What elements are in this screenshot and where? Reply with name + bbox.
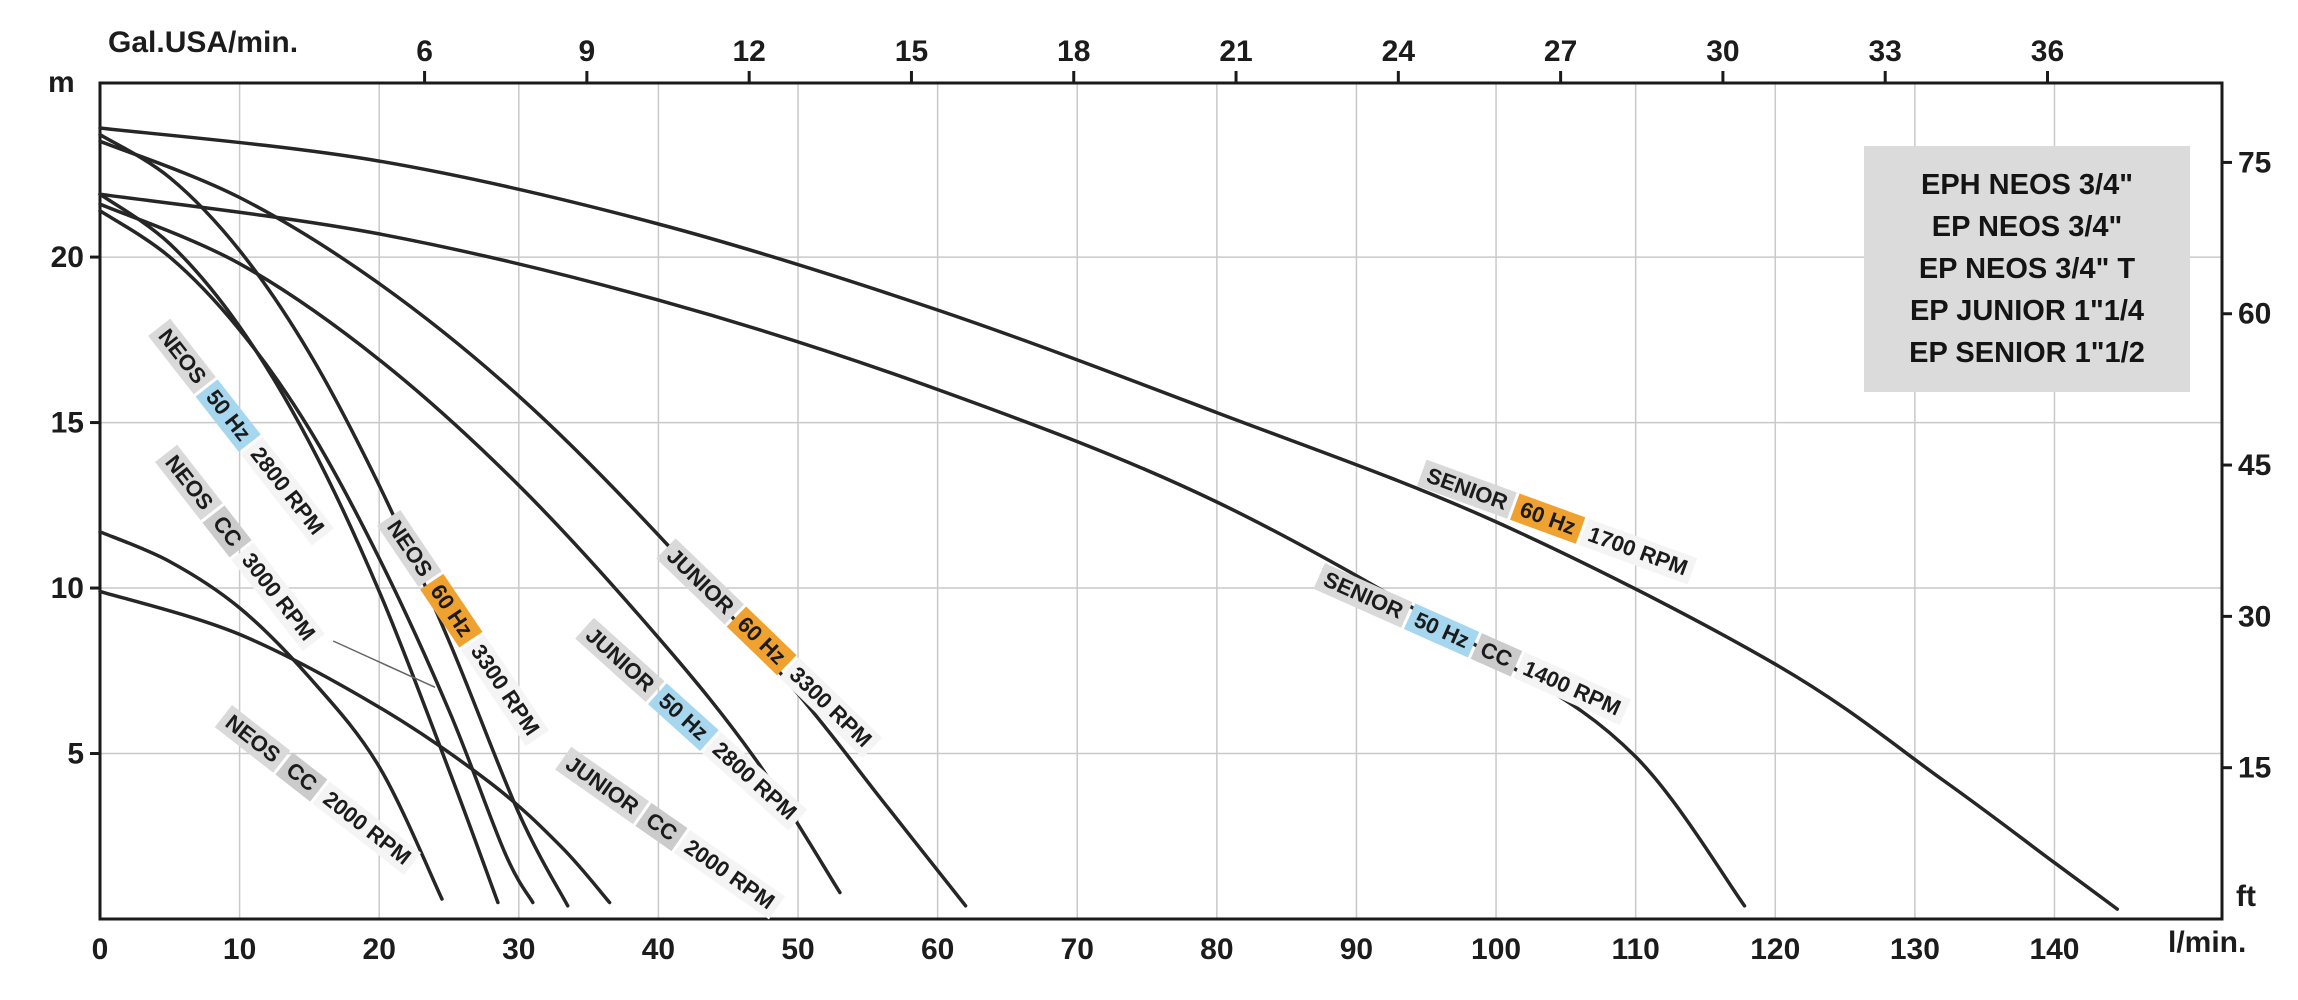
curve-junior-50hz-2800-rpm [98, 202, 842, 895]
right-tick-label: 75 [2238, 146, 2271, 179]
top-tick-label: 27 [1544, 35, 1577, 68]
top-tick-label: 30 [1706, 35, 1739, 68]
label-leader-line [332, 640, 436, 689]
top-tick-label: 33 [1869, 35, 1902, 68]
top-tick-label: 9 [579, 35, 596, 68]
left-tick-label: 20 [51, 241, 84, 274]
bottom-tick-label: 80 [1200, 933, 1233, 966]
legend-line: EP NEOS 3/4" T [1918, 253, 2136, 285]
curve-junior-60hz-3300-rpm [98, 139, 968, 908]
curve-neos-60hz-3300-rpm [98, 132, 570, 908]
legend-line: EPH NEOS 3/4" [1921, 169, 2133, 201]
left-tick-label: 5 [67, 738, 84, 771]
legend-line: EP JUNIOR 1"1/4 [1909, 295, 2145, 327]
right-tick-label: 60 [2238, 298, 2271, 331]
bottom-tick-label: 10 [223, 933, 256, 966]
bottom-tick-label: 40 [642, 933, 675, 966]
bottom-tick-label: 0 [92, 933, 109, 966]
bottom-tick-label: 50 [781, 933, 814, 966]
right-tick-label: 30 [2238, 600, 2271, 633]
legend-line: EP SENIOR 1"1/2 [1909, 337, 2145, 369]
bottom-tick-label: 90 [1340, 933, 1373, 966]
gridlines [100, 83, 2222, 919]
pump-curves [98, 126, 2120, 911]
left-tick-label: 15 [51, 407, 84, 440]
bottom-tick-label: 70 [1061, 933, 1094, 966]
curve-junior-cc-2000-rpm [98, 589, 612, 905]
left-tick-label: 10 [51, 572, 84, 605]
bottom-axis-title: l/min. [2168, 926, 2247, 959]
bottom-tick-label: 130 [1890, 933, 1940, 966]
top-tick-label: 21 [1219, 35, 1252, 68]
bottom-tick-label: 60 [921, 933, 954, 966]
bottom-tick-label: 140 [2029, 933, 2079, 966]
bottom-tick-label: 110 [1611, 933, 1659, 966]
top-tick-label: 18 [1057, 35, 1090, 68]
bottom-tick-label: 20 [363, 933, 396, 966]
top-axis-title: Gal.USA/min. [108, 26, 299, 59]
bottom-tick-label: 120 [1750, 933, 1800, 966]
top-tick-label: 15 [895, 35, 928, 68]
top-tick-label: 24 [1382, 35, 1416, 68]
curve-senior-50hz-cc-1400-rpm [98, 192, 1747, 908]
right-tick-label: 45 [2238, 449, 2271, 482]
legend-box: EPH NEOS 3/4" EP NEOS 3/4" EP NEOS 3/4" T E… [1864, 146, 2190, 392]
top-tick-label: 36 [2031, 35, 2064, 68]
plot-frame [98, 81, 2224, 921]
bottom-tick-label: 100 [1471, 933, 1521, 966]
tick-labels: 0 10 20 30 40 50 60 70 80 90 100 110 120 130 140 6 9 12 15… [51, 35, 2272, 966]
curve-neos-50hz-2800-rpm [98, 192, 500, 905]
axis-ticks [90, 71, 2232, 770]
top-tick-label: 6 [416, 35, 433, 68]
bottom-tick-label: 30 [502, 933, 535, 966]
left-axis-title: m [48, 66, 75, 99]
legend-line: EP NEOS 3/4" [1931, 211, 2123, 243]
top-tick-label: 12 [732, 35, 765, 68]
curve-neos-cc-3000-rpm [98, 208, 535, 905]
curve-senior-60hz-1700-rpm [98, 126, 2120, 911]
right-axis-title: ft [2236, 880, 2256, 913]
right-tick-label: 15 [2238, 752, 2271, 785]
